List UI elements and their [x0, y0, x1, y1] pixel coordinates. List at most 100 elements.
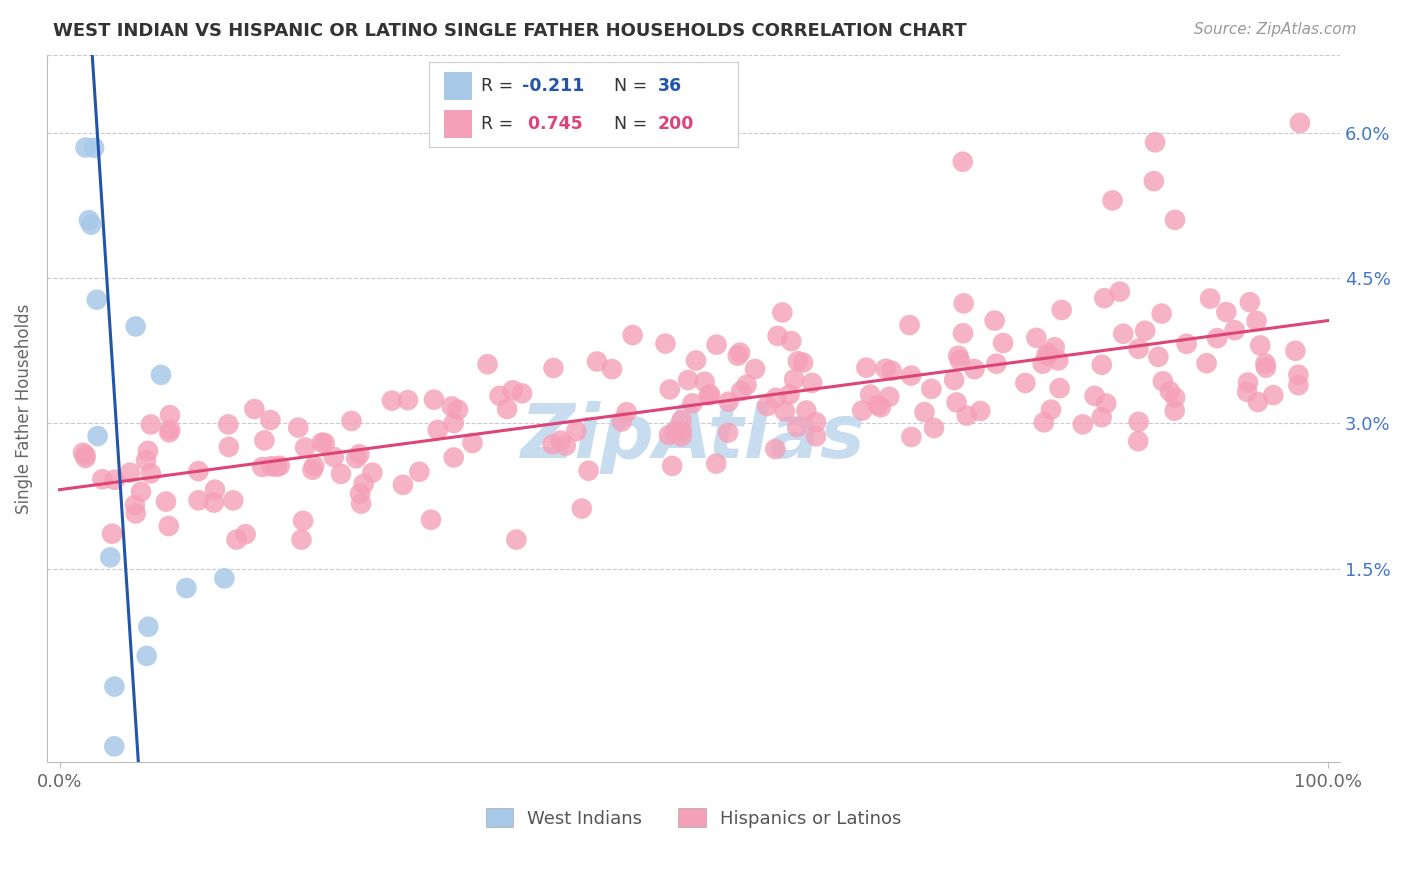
Point	[222, 493, 245, 508]
Point	[676, 373, 699, 387]
Point	[792, 355, 814, 369]
Point	[392, 477, 415, 491]
Point	[730, 384, 752, 398]
Point	[124, 319, 146, 334]
Point	[859, 387, 882, 401]
Point	[381, 393, 404, 408]
Point	[91, 472, 114, 486]
Point	[1040, 402, 1063, 417]
Point	[266, 459, 288, 474]
Text: 0.745: 0.745	[522, 115, 582, 133]
Point	[1152, 374, 1174, 388]
Point	[1112, 326, 1135, 341]
Point	[804, 429, 827, 443]
Point	[578, 464, 600, 478]
Point	[786, 420, 808, 434]
Point	[447, 402, 470, 417]
Point	[426, 423, 449, 437]
Point	[1159, 384, 1181, 399]
Point	[361, 466, 384, 480]
Point	[1246, 314, 1268, 328]
Point	[766, 329, 789, 343]
Point	[952, 296, 974, 310]
Point	[1014, 376, 1036, 390]
Text: R =: R =	[481, 115, 519, 133]
Point	[187, 464, 209, 478]
Point	[135, 648, 157, 663]
Point	[991, 336, 1014, 351]
Point	[1128, 342, 1150, 356]
Point	[671, 424, 693, 438]
Point	[301, 463, 323, 477]
Point	[945, 395, 967, 409]
Point	[920, 382, 942, 396]
Point	[98, 550, 121, 565]
Point	[877, 390, 900, 404]
Point	[110, 871, 132, 885]
Text: Source: ZipAtlas.com: Source: ZipAtlas.com	[1194, 22, 1357, 37]
Point	[75, 140, 97, 154]
Point	[150, 368, 173, 382]
Text: R =: R =	[481, 78, 519, 95]
Point	[139, 467, 162, 481]
Point	[956, 409, 979, 423]
Point	[235, 527, 257, 541]
Point	[728, 345, 751, 359]
Point	[1263, 388, 1285, 402]
Point	[1223, 323, 1246, 337]
Point	[706, 337, 728, 351]
Point	[900, 430, 922, 444]
Point	[658, 428, 681, 442]
Point	[1247, 395, 1270, 409]
Point	[1164, 391, 1187, 405]
Point	[1092, 291, 1115, 305]
Legend: West Indians, Hispanics or Latinos: West Indians, Hispanics or Latinos	[478, 801, 908, 835]
Point	[136, 443, 159, 458]
Point	[253, 434, 276, 448]
Y-axis label: Single Father Households: Single Father Households	[15, 303, 32, 514]
Point	[477, 357, 499, 371]
Point	[699, 387, 721, 401]
Point	[461, 436, 484, 450]
Point	[75, 450, 97, 465]
Point	[952, 326, 974, 341]
Point	[440, 400, 463, 414]
Point	[778, 387, 800, 401]
Point	[571, 501, 593, 516]
Point	[866, 398, 889, 412]
Point	[344, 451, 367, 466]
Point	[986, 357, 1008, 371]
Point	[75, 448, 97, 462]
Text: -0.211: -0.211	[522, 78, 583, 95]
Point	[1043, 340, 1066, 354]
Point	[704, 457, 727, 471]
Point	[786, 354, 808, 368]
Point	[349, 447, 371, 461]
Point	[159, 408, 181, 422]
Point	[671, 413, 693, 427]
Point	[949, 353, 972, 368]
Point	[243, 402, 266, 417]
Point	[260, 459, 283, 474]
Point	[765, 391, 787, 405]
Point	[292, 514, 315, 528]
Point	[1147, 350, 1170, 364]
Point	[1025, 331, 1047, 345]
Point	[135, 453, 157, 467]
Point	[118, 466, 141, 480]
Point	[124, 498, 146, 512]
Point	[661, 458, 683, 473]
Point	[1038, 346, 1060, 360]
Point	[311, 435, 333, 450]
Point	[187, 493, 209, 508]
Point	[1101, 194, 1123, 208]
Point	[565, 424, 588, 438]
Point	[80, 218, 103, 232]
Point	[543, 361, 565, 376]
Point	[225, 533, 247, 547]
Point	[1239, 295, 1261, 310]
Point	[157, 519, 180, 533]
Point	[302, 458, 325, 473]
Point	[86, 293, 108, 307]
Point	[1049, 381, 1071, 395]
